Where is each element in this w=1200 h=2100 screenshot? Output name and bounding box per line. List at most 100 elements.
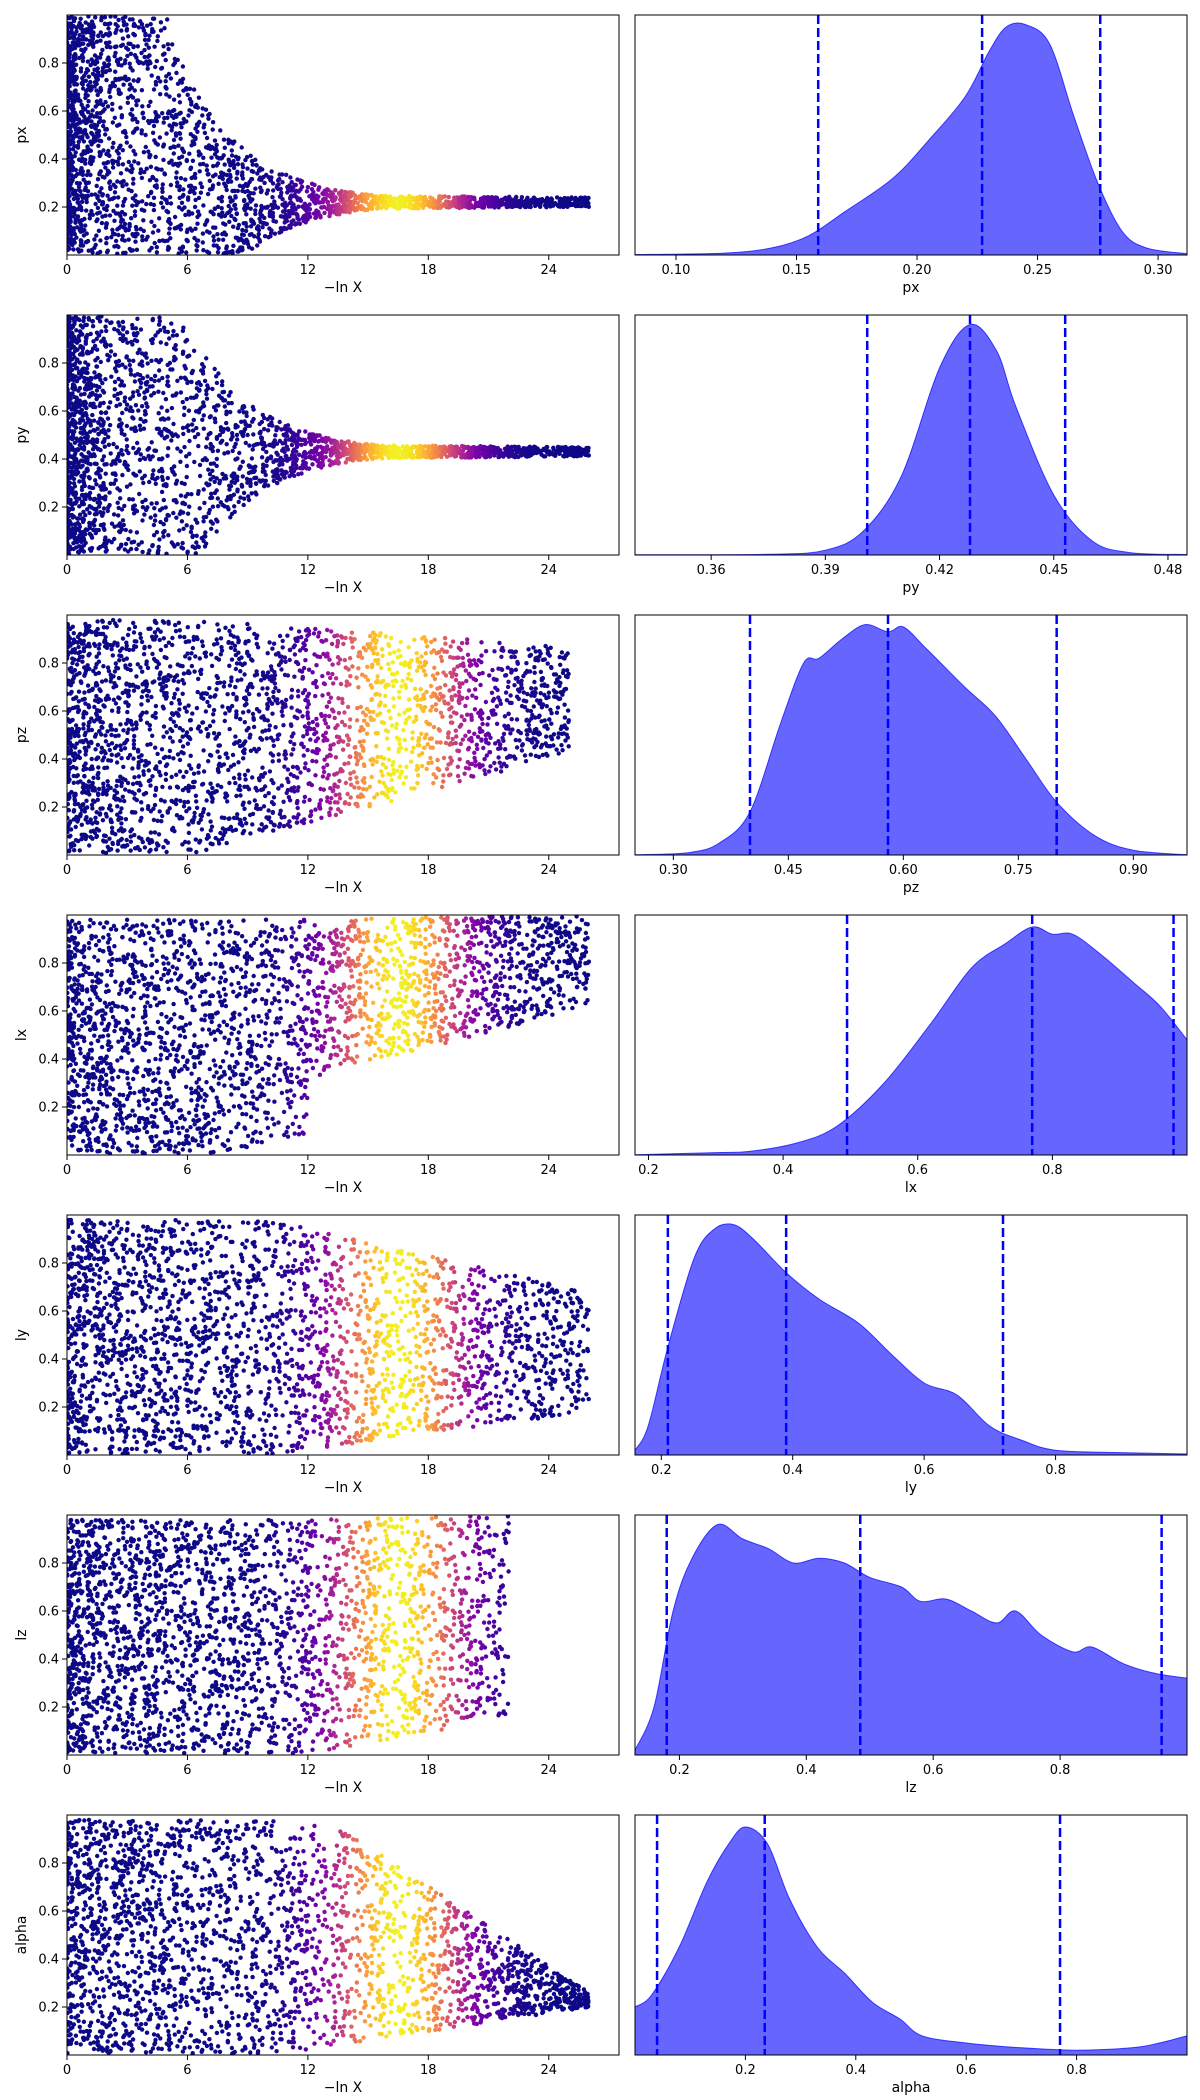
scatter-point [93, 404, 98, 410]
scatter-point [165, 329, 171, 335]
scatter-point [77, 442, 82, 448]
scatter-point [72, 321, 77, 327]
scatter-point [106, 358, 111, 363]
scatter-point [233, 217, 238, 223]
scatter-point [193, 517, 198, 522]
scatter-point [97, 189, 103, 195]
scatter-point [118, 213, 123, 219]
scatter-point [126, 237, 131, 242]
scatter-point [235, 169, 240, 174]
scatter-point [151, 87, 157, 92]
scatter-point [315, 451, 321, 457]
scatter-point [156, 114, 161, 119]
scatter-point [116, 87, 121, 92]
scatter-point [136, 77, 141, 82]
scatter-point [229, 494, 234, 499]
scatter-point [294, 221, 299, 226]
scatter-point [98, 138, 104, 144]
scatter-point [118, 383, 123, 388]
scatter-point [160, 182, 165, 187]
scatter-point [380, 456, 385, 461]
scatter-point [250, 162, 255, 167]
scatter-point [161, 497, 166, 503]
scatter-point [68, 469, 73, 475]
scatter-point [124, 407, 129, 412]
scatter-point [146, 45, 151, 50]
scatter-point [93, 478, 98, 483]
scatter-point [298, 180, 304, 185]
scatter-point [67, 31, 71, 36]
scatter-point [296, 204, 301, 209]
scatter-point [227, 195, 233, 200]
scatter-point [122, 196, 128, 202]
scatter-point [87, 161, 93, 166]
scatter-point [96, 70, 101, 75]
scatter-point [472, 195, 477, 200]
scatter-point [100, 192, 106, 197]
scatter-point [214, 374, 219, 379]
scatter-point [88, 123, 94, 129]
scatter-point [165, 379, 170, 384]
scatter-point [185, 239, 190, 244]
scatter-point [201, 161, 206, 167]
scatter-point [82, 187, 88, 193]
scatter-point [336, 202, 341, 208]
scatter-point [84, 208, 89, 213]
scatter-point [158, 328, 163, 333]
scatter-point [161, 157, 166, 163]
scatter-point [124, 402, 130, 407]
scatter-point [230, 434, 235, 439]
scatter-point [437, 194, 442, 199]
scatter-point [111, 208, 116, 214]
scatter-point [233, 425, 238, 430]
scatter-point [171, 151, 176, 156]
scatter-point [155, 75, 161, 81]
scatter-point [128, 144, 133, 149]
scatter-point [140, 518, 145, 523]
scatter-point [288, 196, 293, 201]
scatter-point [139, 359, 145, 364]
scatter-point [100, 102, 106, 108]
scatter-point [172, 355, 177, 360]
scatter-point [149, 376, 154, 382]
scatter-point [335, 456, 340, 461]
scatter-point [206, 467, 211, 472]
scatter-point [78, 392, 84, 397]
scatter-point [156, 228, 161, 233]
scatter-point [85, 103, 90, 109]
scatter-point [67, 385, 70, 391]
scatter-point [67, 86, 70, 91]
scatter-point [257, 421, 262, 427]
scatter-point [99, 186, 104, 191]
scatter-point [72, 455, 77, 460]
scatter-point [151, 207, 157, 213]
scatter-point [211, 238, 217, 243]
scatter-point [543, 454, 548, 459]
scatter-point [496, 453, 502, 459]
scatter-point [309, 193, 314, 198]
scatter-point [170, 393, 175, 398]
scatter-point [239, 419, 244, 424]
scatter-point [249, 491, 254, 496]
scatter-point [106, 148, 111, 154]
scatter-point [68, 224, 73, 229]
scatter-point [135, 119, 140, 125]
scatter-point [92, 343, 98, 349]
scatter-point [67, 36, 70, 41]
scatter-point [148, 99, 153, 105]
scatter-point [242, 206, 247, 211]
scatter-point [194, 533, 199, 538]
scatter-point [187, 108, 192, 113]
scatter-point [289, 472, 295, 477]
scatter-point [167, 123, 172, 128]
scatter-point [137, 469, 142, 474]
scatter-point [88, 84, 93, 90]
scatter-point [466, 202, 472, 207]
scatter-point [86, 99, 91, 104]
scatter-point [493, 451, 498, 456]
scatter-point [96, 228, 102, 233]
scatter-point [132, 53, 138, 58]
scatter-point [123, 541, 129, 547]
scatter-point [138, 167, 144, 172]
